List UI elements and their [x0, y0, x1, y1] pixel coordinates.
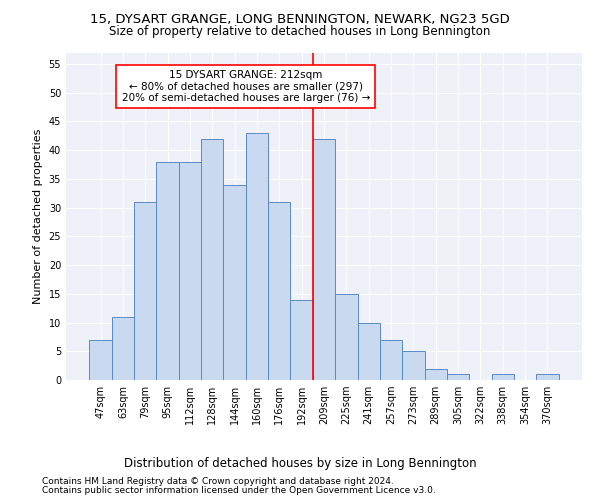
Bar: [536, 374, 559, 380]
Text: 15, DYSART GRANGE, LONG BENNINGTON, NEWARK, NG23 5GD: 15, DYSART GRANGE, LONG BENNINGTON, NEWA…: [90, 12, 510, 26]
Bar: [223, 184, 246, 380]
Bar: [134, 202, 157, 380]
Y-axis label: Number of detached properties: Number of detached properties: [33, 128, 43, 304]
Bar: [112, 317, 134, 380]
Bar: [290, 300, 313, 380]
Bar: [358, 322, 380, 380]
Bar: [89, 340, 112, 380]
Bar: [447, 374, 469, 380]
Bar: [246, 133, 268, 380]
Text: Distribution of detached houses by size in Long Bennington: Distribution of detached houses by size …: [124, 458, 476, 470]
Bar: [201, 138, 223, 380]
Text: Size of property relative to detached houses in Long Bennington: Size of property relative to detached ho…: [109, 25, 491, 38]
Bar: [268, 202, 290, 380]
Bar: [425, 368, 447, 380]
Bar: [380, 340, 402, 380]
Bar: [335, 294, 358, 380]
Text: Contains public sector information licensed under the Open Government Licence v3: Contains public sector information licen…: [42, 486, 436, 495]
Bar: [402, 352, 425, 380]
Bar: [491, 374, 514, 380]
Bar: [179, 162, 201, 380]
Bar: [157, 162, 179, 380]
Text: 15 DYSART GRANGE: 212sqm
← 80% of detached houses are smaller (297)
20% of semi-: 15 DYSART GRANGE: 212sqm ← 80% of detach…: [122, 70, 370, 103]
Bar: [313, 138, 335, 380]
Text: Contains HM Land Registry data © Crown copyright and database right 2024.: Contains HM Land Registry data © Crown c…: [42, 477, 394, 486]
